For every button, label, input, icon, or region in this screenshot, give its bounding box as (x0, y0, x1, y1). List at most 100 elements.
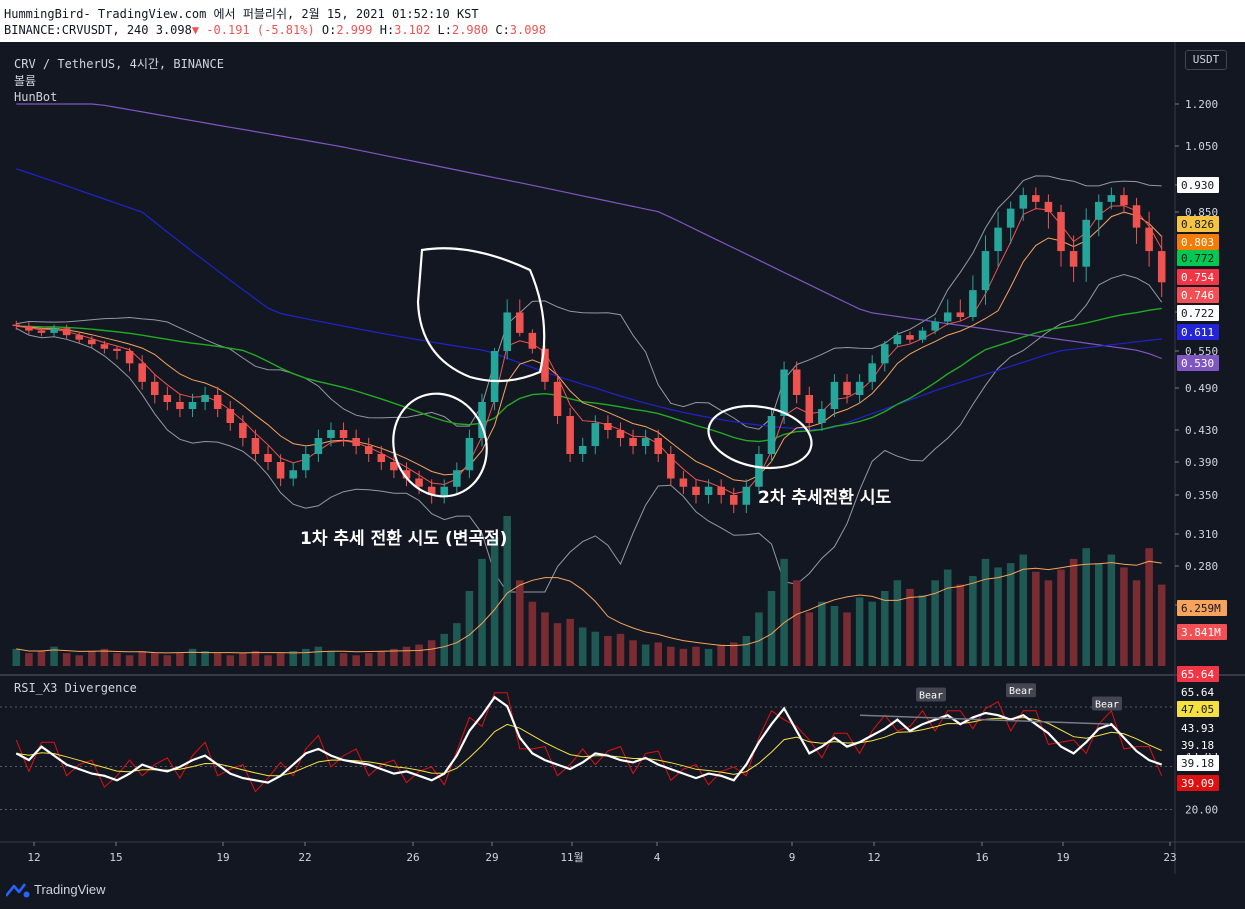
close-value: 3.098 (509, 23, 546, 37)
candle-body (415, 478, 423, 487)
volume-bar (692, 646, 700, 666)
volume-bar (125, 655, 134, 666)
volume-badge-label: 3.841M (1181, 626, 1221, 639)
volume-bar (50, 646, 58, 666)
divergence-line (859, 714, 1111, 725)
rsi-badge (1177, 684, 1219, 700)
time-tick-label: 22 (298, 851, 311, 864)
price-badge-label: 0.803 (1181, 236, 1214, 249)
price-chart[interactable]: 1.200 1.050 0.930 0.850 0.722 0.550 0.490 0.430… (0, 42, 1245, 874)
volume-badge (1177, 624, 1227, 640)
volume-badge (1177, 600, 1227, 616)
volume-bar (830, 606, 839, 666)
divergence-label: Bear (1009, 686, 1033, 697)
candle-body (427, 486, 436, 495)
ema-green-line (16, 307, 1162, 443)
candle-body (918, 330, 927, 340)
price-tick-label: 1.050 (1185, 140, 1218, 153)
candle-body (641, 438, 650, 446)
candle-body (213, 395, 222, 409)
candle-body (931, 321, 939, 331)
ma-blue-line (16, 168, 1162, 431)
rsi-badge (1177, 720, 1219, 736)
candle-body (390, 462, 398, 471)
divergence-label-bg (1006, 683, 1036, 698)
rsi-main-line (15, 695, 1163, 784)
indicator-legend[interactable]: HunBot (14, 90, 58, 104)
candle-body (327, 430, 335, 438)
volume-bar (62, 653, 71, 666)
time-tick-label: 29 (485, 851, 498, 864)
candle-body (264, 454, 272, 462)
rsi-badge-label: 65.64 (1181, 686, 1214, 699)
rsi-legend[interactable]: RSI_X3 Divergence (14, 681, 137, 695)
candle-body (515, 312, 524, 333)
candle-body (453, 470, 461, 487)
candle-body (440, 486, 449, 495)
symbol-ohlc: BINANCE:CRVUSDT, 240 3.098▼ -0.191 (-5.8… (4, 23, 546, 37)
time-tick-label: 15 (109, 851, 122, 864)
rsi-badge-label: 47.05 (1181, 703, 1214, 716)
candle-body (75, 335, 84, 340)
candle-body (679, 478, 688, 487)
price-badge (1177, 216, 1219, 232)
candle-body (717, 486, 725, 495)
volume-bar (75, 655, 84, 666)
candle-body (578, 446, 587, 454)
volume-bar (943, 569, 952, 666)
volume-bar (302, 648, 310, 666)
tradingview-logo-icon[interactable] (6, 882, 30, 900)
volume-bar (213, 653, 222, 666)
volume-bar (1006, 563, 1015, 666)
candle-body (553, 381, 562, 416)
candle-body (276, 462, 285, 479)
candle-body (1094, 201, 1103, 220)
volume-bar (931, 580, 939, 666)
volume-bar (1145, 548, 1153, 666)
candle-body (541, 348, 549, 382)
candle-body (1157, 251, 1166, 283)
candle-body (818, 409, 826, 423)
volume-bar (239, 653, 247, 666)
volume-bar (792, 580, 801, 666)
volume-bar (478, 558, 486, 666)
volume-bar (1057, 569, 1065, 666)
rsi-slow-line (16, 717, 1162, 777)
time-tick-label: 19 (1056, 851, 1069, 864)
currency-button[interactable]: USDT (1185, 50, 1227, 70)
candle-body (566, 416, 574, 454)
price-badge-label: 0.611 (1181, 326, 1214, 339)
time-tick-label: 4 (654, 851, 661, 864)
tradingview-brand[interactable]: TradingView (34, 882, 106, 897)
volume-legend[interactable]: 볼륨 (14, 74, 37, 88)
candle-body (956, 312, 965, 317)
candle-body (302, 454, 310, 471)
volume-bar (641, 644, 650, 666)
candle-body (616, 430, 625, 438)
symbol-legend[interactable]: CRV / TetherUS, 4시간, BINANCE (14, 57, 224, 71)
price-badge (1177, 269, 1219, 285)
candle-body (1019, 195, 1028, 209)
volume-bar (528, 601, 537, 666)
candle-body (100, 344, 109, 349)
candle-body (289, 470, 297, 479)
candle-body (188, 402, 197, 409)
price-badge (1177, 177, 1219, 193)
candle-body (1006, 208, 1015, 228)
candle-body (591, 423, 600, 446)
bollinger-upper-line (16, 175, 1162, 430)
volume-bar (201, 651, 209, 666)
volume-bar (1019, 554, 1028, 666)
candle-body (604, 423, 612, 430)
volume-bar (679, 648, 688, 666)
annotation-second-reversal: 2차 추세전환 시도 (758, 488, 892, 508)
candle-body (805, 395, 814, 423)
price-badge-label: 0.722 (1181, 307, 1214, 320)
candle-body (692, 486, 700, 495)
volume-bar (755, 612, 763, 666)
volume-bar (805, 612, 814, 666)
divergence-label: Bear (1095, 699, 1119, 710)
candle-body (981, 251, 990, 291)
candle-body (163, 395, 172, 402)
volume-bar (427, 640, 436, 666)
